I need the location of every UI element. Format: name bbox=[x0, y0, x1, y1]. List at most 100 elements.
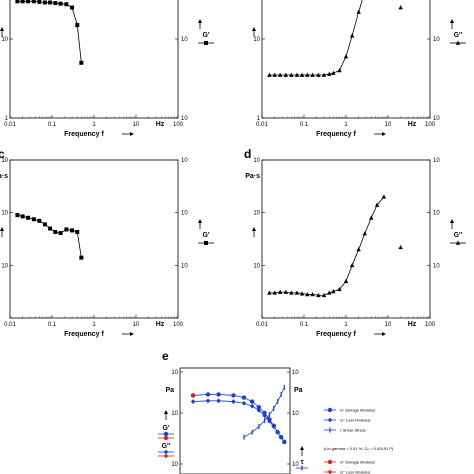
left-legend-marker bbox=[163, 449, 169, 455]
data-point bbox=[216, 392, 221, 397]
y-arrow-head bbox=[252, 227, 256, 231]
left-legend-marker bbox=[163, 431, 169, 437]
legend-label: G' bbox=[202, 32, 209, 39]
legend-marker bbox=[327, 459, 333, 465]
data-point bbox=[283, 289, 289, 294]
x-tick-label: 100 bbox=[425, 322, 436, 328]
y-tick-label: 1 bbox=[257, 116, 261, 122]
y-tick-label-right: 10 bbox=[433, 116, 440, 122]
data-point bbox=[278, 434, 284, 440]
data-point bbox=[321, 292, 327, 298]
left-legend-label: G' bbox=[162, 425, 169, 432]
x-tick-label: 100 bbox=[173, 122, 184, 128]
y-unit: Pa·s bbox=[245, 173, 260, 180]
data-point bbox=[37, 218, 42, 223]
x-tick-label: 1 bbox=[344, 122, 348, 128]
x-tick-label: 0.1 bbox=[300, 122, 309, 128]
y-arrow-right-head bbox=[198, 19, 202, 23]
x-tick-label: 10 bbox=[133, 122, 140, 128]
y-unit-left: Pa bbox=[165, 387, 174, 394]
y-tick-label: 10 bbox=[253, 37, 260, 43]
x-tick-label: 0.01 bbox=[256, 122, 268, 128]
y-tick-label-right: 10 bbox=[181, 116, 188, 122]
legend-marker bbox=[455, 40, 461, 45]
data-point bbox=[26, 0, 31, 4]
data-point bbox=[316, 292, 321, 298]
data-point bbox=[70, 5, 75, 10]
legend-label: G' bbox=[202, 232, 209, 239]
data-point bbox=[294, 72, 300, 77]
y-arrow-head bbox=[252, 27, 256, 31]
data-point bbox=[75, 229, 80, 234]
x-tick-label: 0.1 bbox=[48, 322, 57, 328]
data-point bbox=[331, 70, 336, 75]
data-point bbox=[216, 398, 221, 404]
x-tick-label: 1 bbox=[92, 322, 96, 328]
data-point bbox=[53, 1, 58, 6]
data-point bbox=[374, 202, 380, 207]
data-point bbox=[205, 392, 211, 397]
data-point bbox=[262, 410, 267, 416]
data-point bbox=[294, 290, 300, 295]
x-arrow-head bbox=[130, 132, 134, 136]
plot-frame bbox=[9, 0, 179, 119]
y-arrow-head bbox=[164, 410, 168, 414]
x-tick-label: 0.01 bbox=[256, 322, 268, 328]
data-point bbox=[75, 23, 80, 28]
data-point bbox=[349, 33, 355, 38]
data-point bbox=[272, 72, 277, 77]
legend-marker bbox=[455, 240, 461, 245]
panel-label: c bbox=[0, 147, 5, 161]
y-tick-label: 10 bbox=[1, 211, 8, 217]
x-unit: Hz bbox=[408, 121, 417, 128]
data-point bbox=[398, 244, 403, 250]
legend-marker bbox=[327, 469, 333, 474]
y-tick-label-right: 10 bbox=[433, 263, 440, 269]
x-arrow-head bbox=[382, 132, 386, 136]
y-tick-label: 10 bbox=[253, 263, 260, 269]
data-point bbox=[267, 72, 272, 77]
data-point bbox=[398, 5, 403, 10]
data-point bbox=[231, 393, 236, 398]
y-arrow-head bbox=[0, 27, 4, 31]
data-point bbox=[331, 288, 336, 294]
data-point bbox=[31, 217, 36, 222]
y-tick-label-right: 10 bbox=[433, 37, 440, 43]
y-tick-label: 10 bbox=[171, 411, 178, 417]
legend-label: G'' Loss Modulus bbox=[340, 418, 370, 423]
data-point bbox=[58, 231, 63, 236]
y-unit: Pa·s bbox=[0, 173, 8, 180]
legend-marker bbox=[204, 241, 208, 245]
x-tick-label: 0.1 bbox=[300, 322, 309, 328]
x-tick-label: 10 bbox=[133, 322, 140, 328]
data-point bbox=[356, 9, 361, 14]
panel-label: e bbox=[162, 349, 169, 363]
data-point bbox=[37, 0, 42, 4]
data-point bbox=[349, 262, 355, 268]
x-axis-label: Frequency f bbox=[316, 131, 356, 138]
data-point bbox=[305, 292, 310, 297]
x-tick-label: 1 bbox=[344, 322, 348, 328]
data-point bbox=[249, 403, 255, 409]
data-point bbox=[362, 231, 367, 236]
data-point bbox=[381, 194, 387, 199]
legend-label: G'' bbox=[454, 232, 463, 239]
x-tick-label: 0.1 bbox=[48, 122, 57, 128]
plot-frame bbox=[9, 159, 179, 319]
y-tick-label: 1 bbox=[5, 116, 9, 122]
panel-d: d 0.01 0.1 1 10 100 Hz Frequency f 10 10 10 10 10 10 P… bbox=[244, 147, 466, 338]
data-point bbox=[267, 418, 272, 424]
data-point bbox=[262, 413, 267, 418]
data-point bbox=[289, 290, 294, 295]
data-point bbox=[205, 398, 211, 404]
y-arrow-right-head bbox=[300, 446, 304, 450]
data-point bbox=[190, 393, 196, 398]
data-point bbox=[305, 72, 310, 77]
data-point bbox=[190, 399, 196, 404]
right-legend-label: τ bbox=[300, 459, 304, 466]
data-point bbox=[48, 0, 53, 5]
data-point bbox=[64, 227, 69, 232]
y-arrow-right-head bbox=[450, 219, 454, 223]
plot-frame bbox=[179, 367, 291, 474]
data-point bbox=[272, 290, 277, 295]
